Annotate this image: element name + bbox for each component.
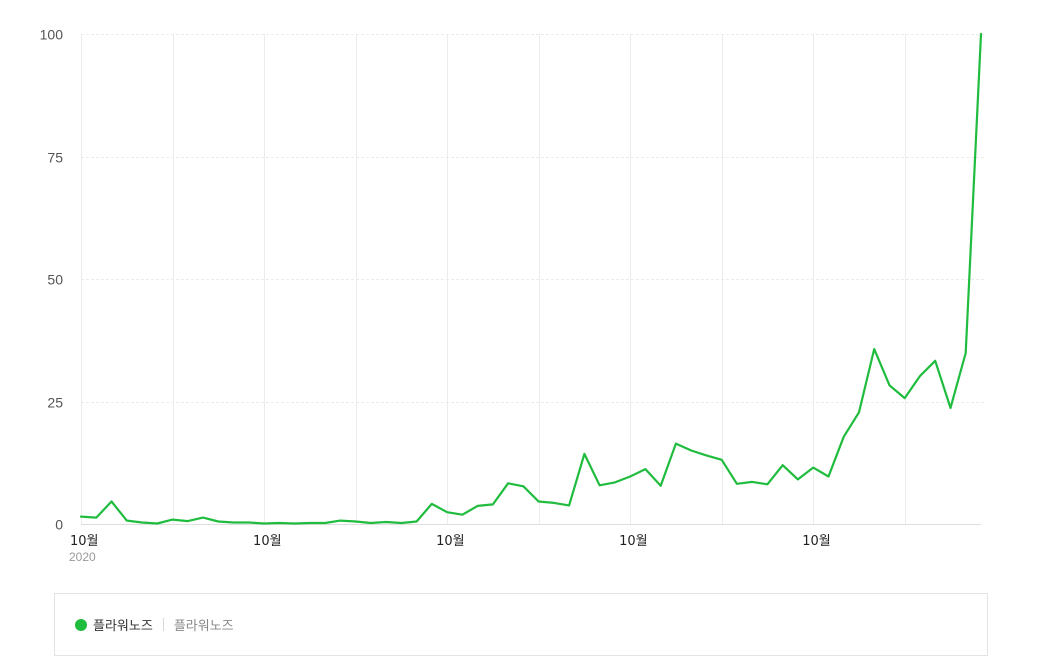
y-tick-label: 75: [47, 150, 63, 166]
x-tick-label: 10월: [436, 534, 465, 549]
x-tick-label: 10월: [619, 534, 648, 549]
y-tick-label: 50: [47, 272, 63, 288]
x-tick-label: 10월: [802, 534, 831, 549]
x-tick-label: 10월: [253, 534, 282, 549]
legend-swatch: [75, 618, 87, 631]
y-tick-label: 0: [55, 517, 63, 533]
legend-item[interactable]: 플라워노즈 플라워노즈: [75, 615, 234, 634]
x-tick-label: 10월: [70, 534, 99, 549]
legend-divider: [162, 618, 164, 631]
legend-series-label: 플라워노즈: [93, 619, 153, 634]
y-tick-label: 25: [47, 395, 63, 411]
legend-sub-label: 플라워노즈: [173, 619, 234, 634]
legend: 플라워노즈 플라워노즈: [54, 593, 988, 656]
y-tick-label: 100: [40, 27, 64, 43]
x-tick-sublabel: 2020: [69, 550, 96, 564]
series-line: [79, 32, 983, 525]
